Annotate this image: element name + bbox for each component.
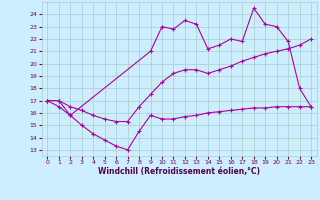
X-axis label: Windchill (Refroidissement éolien,°C): Windchill (Refroidissement éolien,°C)	[98, 167, 260, 176]
